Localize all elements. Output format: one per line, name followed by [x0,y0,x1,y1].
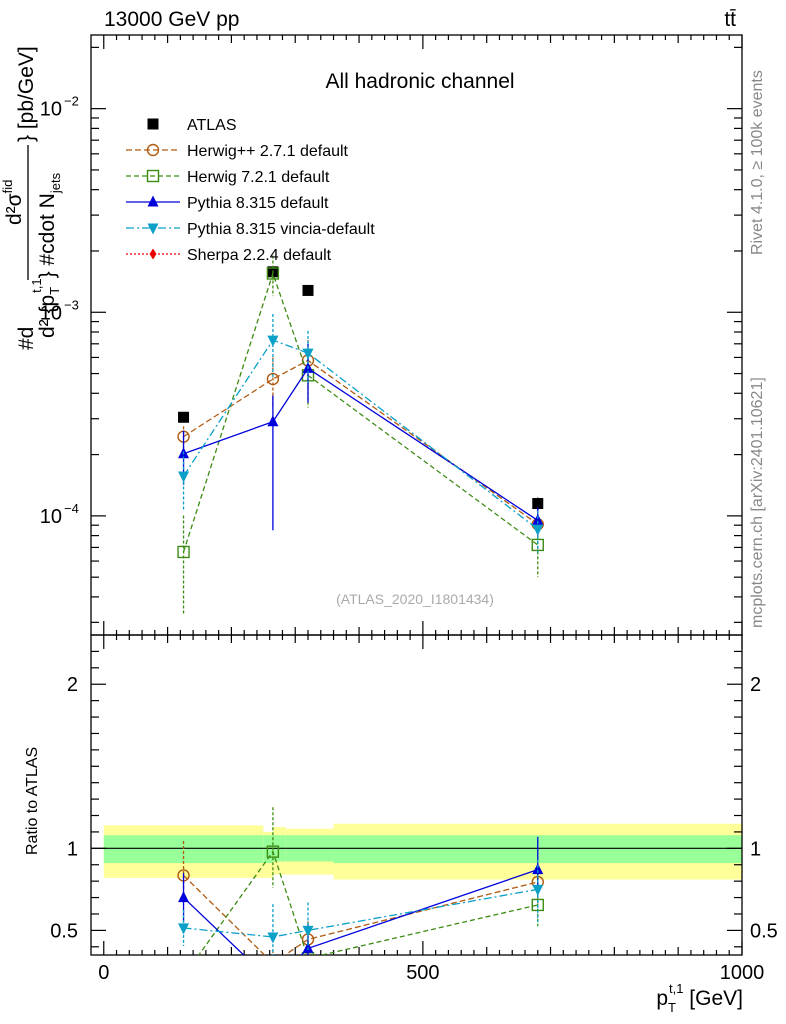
ratio-y-tick-label: 2 [67,674,78,696]
point-atlas [302,284,314,296]
x-tick-label: 500 [406,962,439,984]
legend-marker-pythia [147,195,159,207]
rivet-version-label: Rivet 4.1.0, ≥ 100k events [749,70,766,255]
legend-label-vincia: Pythia 8.315 vincia-default [187,221,375,238]
point-herwig7 [177,545,190,559]
main-axis-ticks: 10−410−310−2 [40,35,743,635]
main-y-axis-label: #d d²σfid } [pb/GeV] d² {pTt,1} #cdot Nj… [0,46,63,350]
main-y-tick-exponent: −4 [64,501,79,516]
ratio-line-vincia [183,888,538,938]
ratio-point-herwig7 [178,971,189,982]
ratio-y-tick-label-right: 0.5 [750,920,778,942]
legend-label-sherpa: Sherpa 2.2.4 default [187,247,332,264]
ratio-axis-ticks: 0.5 0.5 1 1 2 2 0 500 1000 [50,635,778,984]
main-series-group [177,255,544,616]
series-line-vincia [183,339,539,530]
point-herwig7 [266,267,280,280]
ratio-point-herwig7 [266,845,280,858]
legend-label-herwig7: Herwig 7.2.1 default [187,169,330,186]
ratio-panel-frame [90,634,743,956]
ratio-point-vincia [178,923,190,935]
legend-label-pythia: Pythia 8.315 default [187,195,329,212]
series-line-pythia [183,367,539,521]
legend-label-atlas: ATLAS [187,117,237,134]
chart-title: All hadronic channel [325,70,514,93]
ratio-line-pythia [183,869,538,955]
series-line-herwig7 [182,271,539,553]
ratio-point-herwigpp [267,958,278,969]
main-y-tick-label: 10 [40,506,62,528]
ylabel-numerator: d²σfid [0,180,26,225]
point-pythia [267,415,279,427]
point-vincia [302,348,314,360]
legend-item-sherpa: Sherpa 2.2.4 default [126,247,332,264]
ratio-uncertainty-bands [103,823,742,880]
legend-marker-vincia [147,223,159,235]
legend-item-herwigpp: Herwig++ 2.7.1 default [126,143,349,160]
ratio-point-pythia [302,941,314,953]
ratio-point-pythia [532,863,544,875]
point-vincia [532,524,544,536]
ratio-line-herwigpp [183,874,538,955]
ratio-point-vincia [532,884,544,896]
ratio-point-vincia [302,925,314,937]
legend-label-herwigpp: Herwig++ 2.7.1 default [187,143,349,160]
series-atlas [178,266,544,510]
main-y-tick-label: 10 [40,302,62,324]
ratio-y-tick-label: 1 [67,838,78,860]
main-y-tick-exponent: −3 [64,297,79,312]
x-tick-label: 1000 [720,962,765,984]
legend-marker-atlas [147,118,159,130]
point-atlas [532,498,544,510]
ratio-y-tick-label: 0.5 [50,920,78,942]
ratio-point-pythia [267,976,278,987]
ylabel-unit: } [pb/GeV] [15,46,38,142]
ylabel-denominator: d² {pTt,1} #cdot Njets [29,172,63,338]
ratio-point-pythia [178,891,190,903]
svg-text:#d: #d [15,327,38,350]
series-herwigpp [177,340,544,541]
ratio-line-herwig7 [198,850,538,955]
point-atlas [178,411,190,423]
analysis-tag: (ATLAS_2020_I1801434) [336,591,494,607]
point-vincia [178,471,190,483]
mcplots-label: mcplots.cern.ch [arXiv:2401.10621] [749,377,766,628]
legend-marker-sherpa [149,248,157,260]
series-herwig7 [177,255,544,616]
ylabel-prefix: #d [15,327,38,350]
legend-item-pythia: Pythia 8.315 default [126,195,329,212]
ratio-y-tick-label-right: 2 [750,674,761,696]
legend-item-vincia: Pythia 8.315 vincia-default [126,221,375,238]
ratio-series-group [91,807,742,987]
process-label: tt̄ [724,8,736,31]
ratio-y-tick-label-right: 1 [750,838,761,860]
series-pythia [178,343,544,536]
ratio-series-vincia [178,859,544,955]
point-herwig7 [531,538,544,552]
series-line-herwigpp [183,359,539,525]
legend-marker-herwig7 [146,169,160,183]
energy-label: 13000 GeV pp [104,8,239,31]
main-y-tick-exponent: −2 [64,94,79,109]
legend-item-herwig7: Herwig 7.2.1 default [126,169,330,186]
x-tick-label: 0 [98,962,109,984]
ratio-green-band [263,835,273,864]
legend-item-atlas: ATLAS [147,117,237,134]
ratio-y-axis-label: Ratio to ATLAS [24,747,41,855]
legend: ATLAS Herwig++ 2.7.1 default Herwig 7.2.1 … [126,117,375,264]
point-pythia [532,513,544,525]
x-axis-label: pTt,1 [GeV] [656,981,743,1015]
point-herwigpp [266,372,280,386]
legend-marker-herwigpp [146,143,160,157]
series-vincia [178,314,544,553]
point-vincia [267,335,279,347]
ratio-point-vincia [267,932,279,944]
main-y-tick-label: 10 [40,99,62,121]
